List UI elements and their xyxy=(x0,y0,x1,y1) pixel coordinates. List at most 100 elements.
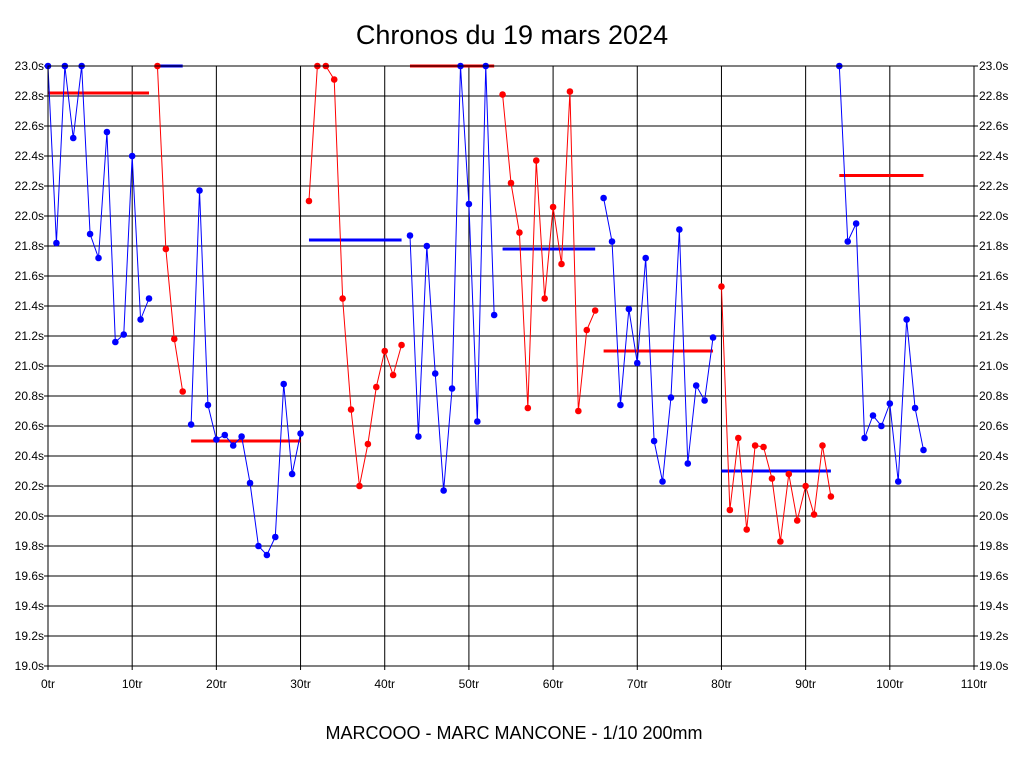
y-tick-label-left: 22.8s xyxy=(15,89,44,103)
lap-point xyxy=(541,295,548,302)
y-tick-label-right: 20.2s xyxy=(979,479,1008,493)
x-tick-labels: 0tr 10tr 20tr 30tr 40tr 50tr 60tr 70tr 80tr 90tr 1… xyxy=(41,677,987,691)
y-tick-label-right: 19.2s xyxy=(979,629,1008,643)
lap-series-line xyxy=(156,65,184,392)
lap-point xyxy=(718,283,725,290)
y-tick-label-left: 19.0s xyxy=(15,659,44,673)
y-tick-label-left: 19.2s xyxy=(15,629,44,643)
x-tick-label: 90tr xyxy=(795,677,816,691)
lap-point xyxy=(591,307,599,314)
y-tick-label-right: 20.8s xyxy=(979,389,1008,403)
y-tick-labels: 23.0s 23.0s 22.8s 22.8s 22.6s 22.6s 22.4s 22.4s… xyxy=(15,59,1009,673)
lap-point xyxy=(878,422,885,430)
y-tick-label-left: 23.0s xyxy=(15,59,44,73)
lap-point xyxy=(330,76,338,83)
lap-point xyxy=(229,442,237,449)
lap-point xyxy=(389,371,397,379)
lap-point xyxy=(221,431,229,439)
lap-point xyxy=(179,388,186,395)
x-tick-label: 60tr xyxy=(543,677,564,691)
lap-point xyxy=(305,197,313,205)
lap-point xyxy=(516,229,523,236)
lap-point xyxy=(381,347,389,355)
y-tick-label-left: 19.8s xyxy=(15,539,44,553)
y-tick-label-right: 21.8s xyxy=(979,239,1008,253)
y-tick-label-right: 23.0s xyxy=(979,59,1008,73)
x-tick-label: 40tr xyxy=(374,677,395,691)
lap-point xyxy=(86,230,94,238)
lap-point xyxy=(608,238,616,245)
lap-point xyxy=(297,430,304,437)
lap-point xyxy=(734,434,742,442)
lap-point xyxy=(474,418,481,425)
y-tick-label-left: 20.6s xyxy=(15,419,44,433)
y-tick-label-left: 20.0s xyxy=(15,509,44,523)
lap-series-line xyxy=(502,91,596,412)
lap-point xyxy=(650,437,658,445)
lap-point xyxy=(339,295,346,302)
lap-point xyxy=(398,341,405,349)
x-tick-label: 100tr xyxy=(876,677,903,691)
y-tick-label-left: 19.6s xyxy=(15,569,44,583)
y-tick-label-right: 19.0s xyxy=(979,659,1008,673)
lap-point xyxy=(692,382,700,389)
lap-point xyxy=(617,401,624,409)
lap-point xyxy=(642,254,649,262)
lap-series-line xyxy=(190,190,302,556)
y-tick-label-left: 21.0s xyxy=(15,359,44,373)
y-tick-label-right: 22.6s xyxy=(979,119,1008,133)
x-tick-label: 70tr xyxy=(627,677,648,691)
lap-point xyxy=(810,511,818,518)
lap-point xyxy=(103,128,111,136)
lap-point xyxy=(246,479,254,487)
lap-point xyxy=(743,526,751,533)
lap-point xyxy=(709,334,717,341)
lap-series-segment xyxy=(718,283,835,545)
lap-point xyxy=(600,194,607,202)
lap-point xyxy=(852,220,860,227)
lap-point xyxy=(903,316,910,323)
lap-point xyxy=(255,542,262,550)
lap-point xyxy=(238,433,245,440)
lap-point xyxy=(659,478,666,485)
lap-point xyxy=(187,421,195,428)
lap-point xyxy=(583,326,591,334)
lap-point xyxy=(827,493,835,500)
y-tick-label-right: 19.6s xyxy=(979,569,1008,583)
lap-series-segment xyxy=(187,187,304,559)
lap-point xyxy=(507,179,515,187)
y-tick-label-left: 20.8s xyxy=(15,389,44,403)
y-tick-label-right: 22.8s xyxy=(979,89,1008,103)
lap-point xyxy=(549,203,557,211)
lap-series xyxy=(44,62,927,559)
lap-series-line xyxy=(720,286,832,542)
lap-point xyxy=(701,397,708,404)
lap-point xyxy=(886,400,894,407)
y-tick-label-left: 22.0s xyxy=(15,209,44,223)
lap-point xyxy=(364,440,372,448)
lap-point xyxy=(894,478,902,485)
lap-point xyxy=(271,533,279,541)
lap-point xyxy=(137,316,144,323)
y-tick-label-right: 22.2s xyxy=(979,179,1008,193)
y-tick-label-left: 22.4s xyxy=(15,149,44,163)
y-tick-label-right: 22.4s xyxy=(979,149,1008,163)
y-tick-label-right: 19.8s xyxy=(979,539,1008,553)
y-tick-label-right: 21.6s xyxy=(979,269,1008,283)
lap-point xyxy=(95,254,102,262)
lap-point xyxy=(524,404,532,412)
y-tick-label-right: 21.4s xyxy=(979,299,1008,313)
y-tick-label-left: 19.4s xyxy=(15,599,44,613)
lap-point xyxy=(356,482,363,490)
lap-series-line xyxy=(603,197,714,482)
plot-frame xyxy=(47,65,975,667)
lap-point xyxy=(566,88,574,95)
y-tick-label-left: 20.2s xyxy=(15,479,44,493)
lap-series-segment xyxy=(600,194,717,485)
lap-point xyxy=(667,394,675,401)
lap-point xyxy=(785,470,793,478)
lap-point xyxy=(170,335,178,343)
lap-point xyxy=(204,401,212,409)
